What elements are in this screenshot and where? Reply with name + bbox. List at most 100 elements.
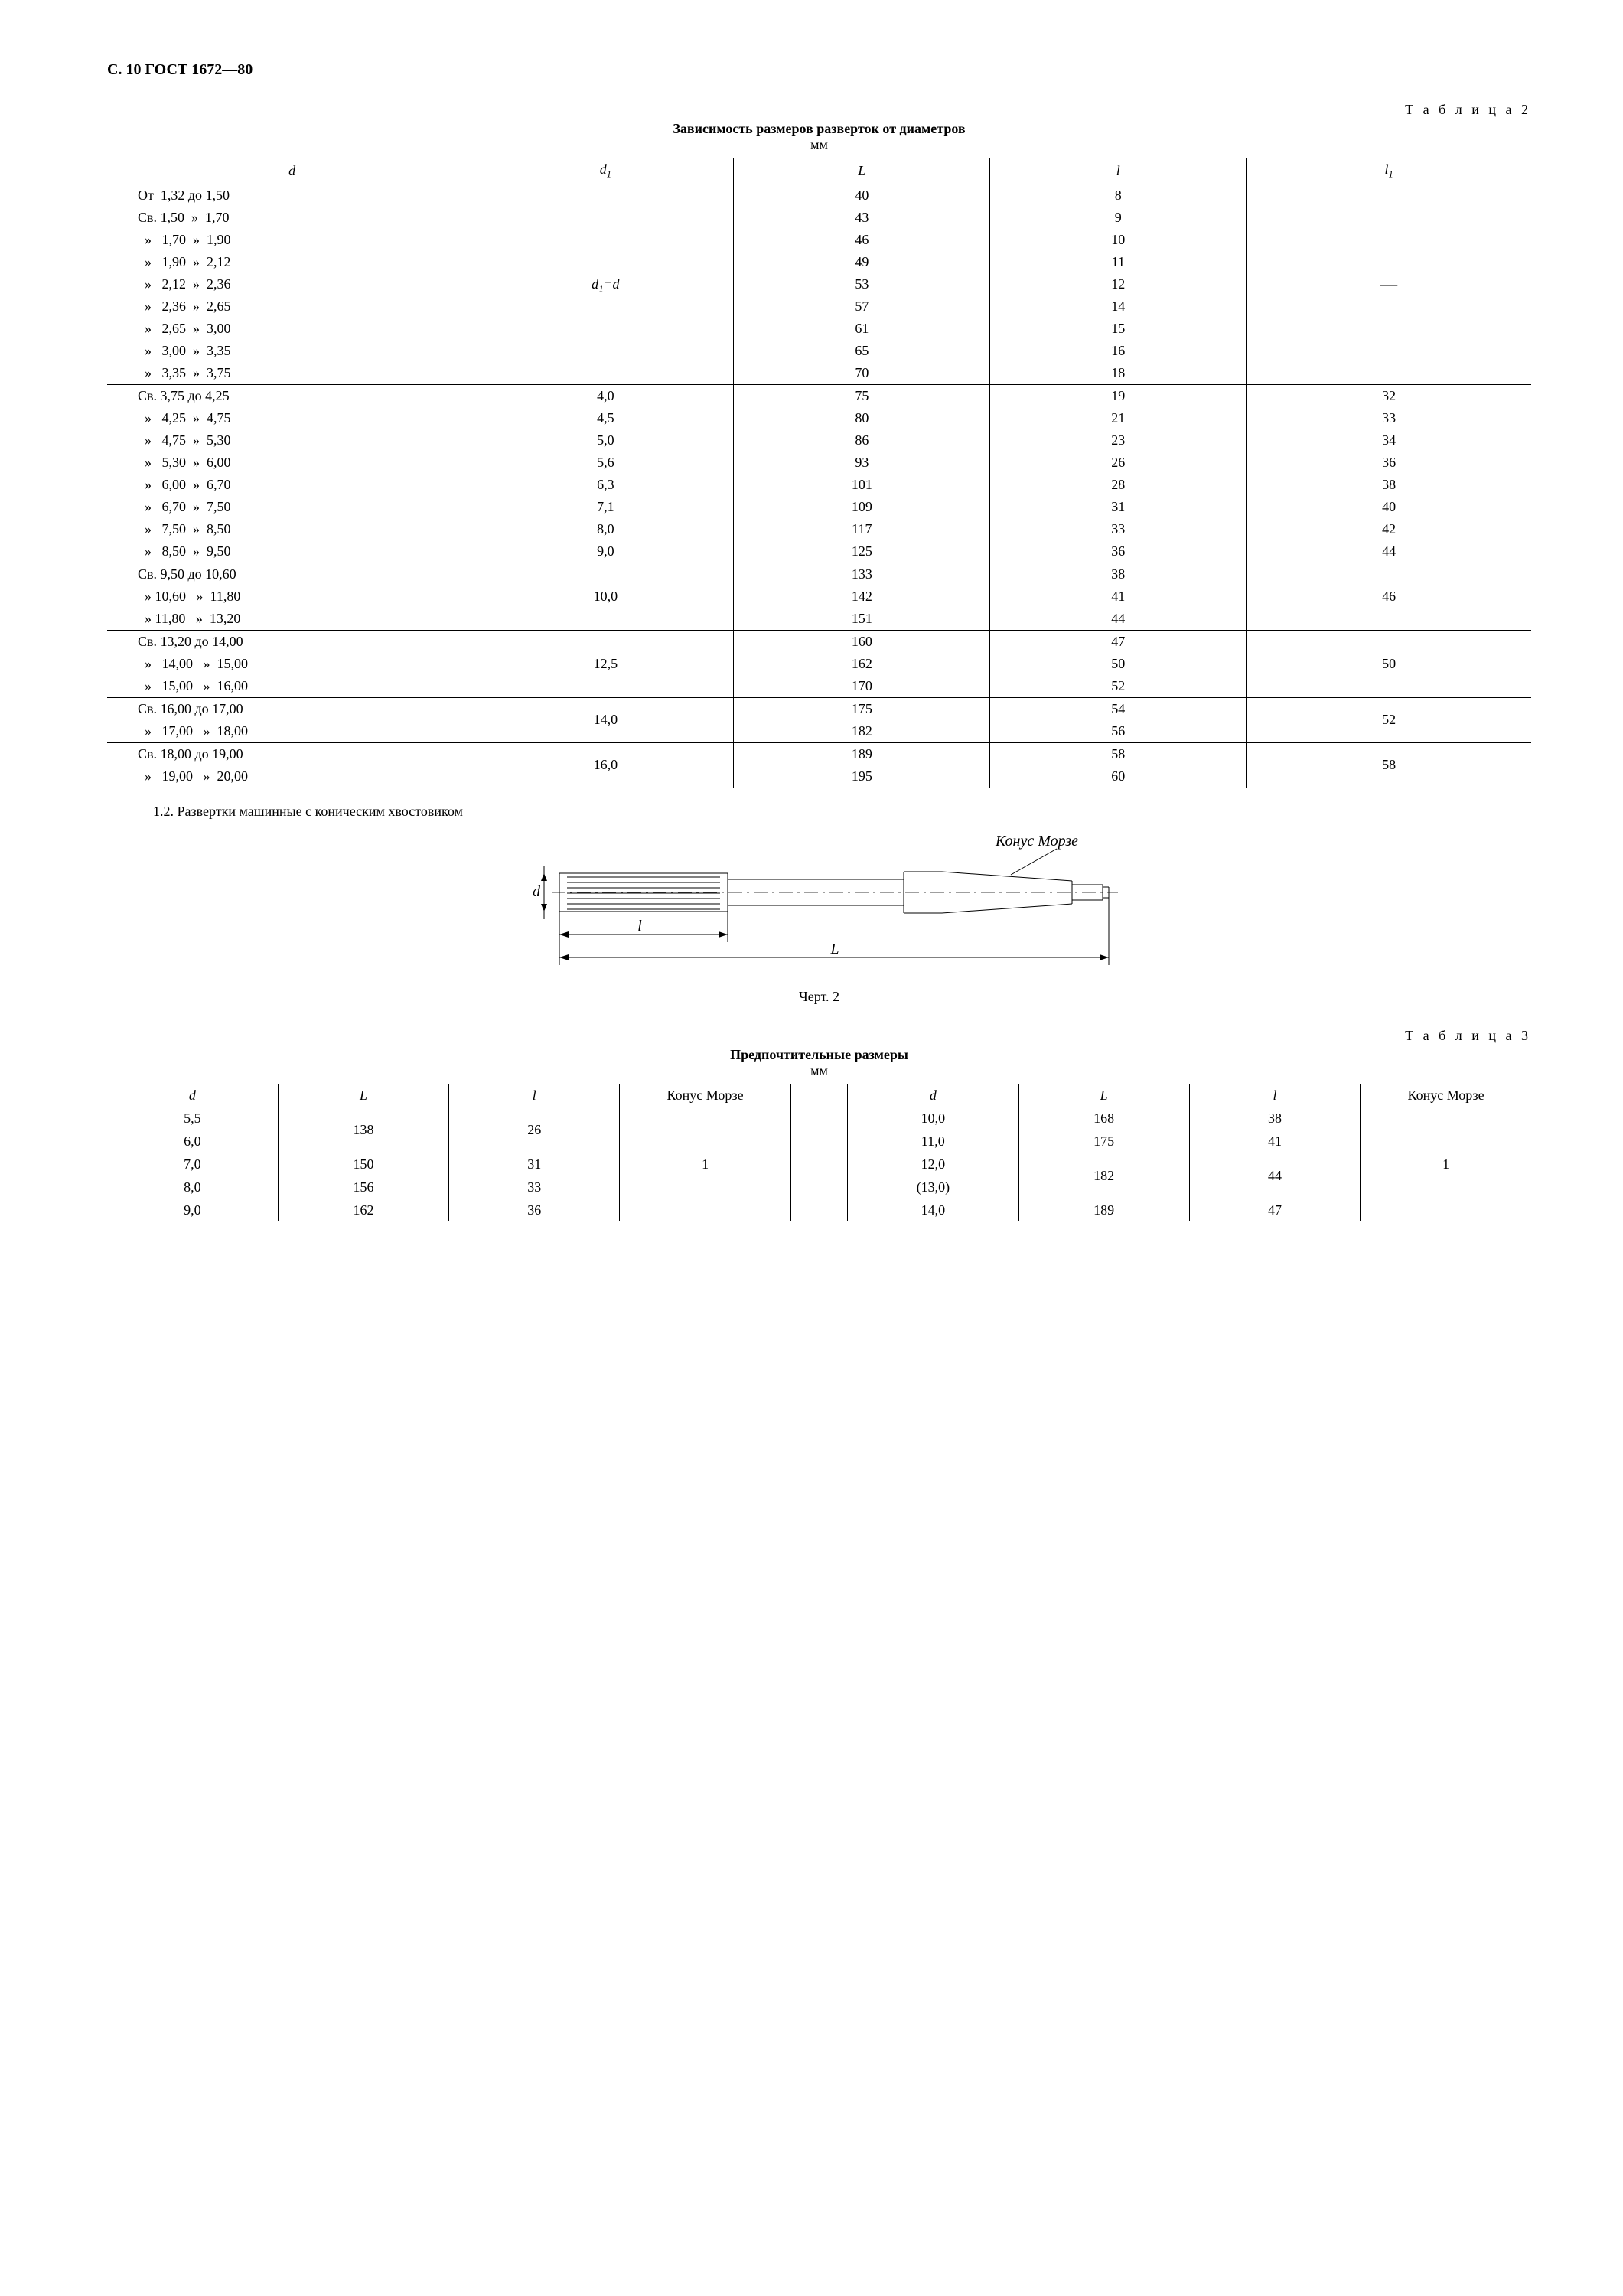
table-cell: 142 <box>734 585 990 608</box>
table-cell: » 6,70 » 7,50 <box>107 496 477 518</box>
table-cell: » 1,90 » 2,12 <box>107 251 477 273</box>
table-cell: » 2,36 » 2,65 <box>107 295 477 318</box>
table-cell: » 17,00 » 18,00 <box>107 720 477 743</box>
table-cell: 16 <box>990 340 1247 362</box>
table-cell: 75 <box>734 384 990 407</box>
table-cell: 10 <box>990 229 1247 251</box>
table-cell: 101 <box>734 474 990 496</box>
table-cell: 189 <box>734 742 990 765</box>
t3-th-L2: L <box>1018 1084 1189 1107</box>
table-cell: 33 <box>449 1176 620 1199</box>
table-cell: 8,0 <box>477 518 734 540</box>
table-cell: 80 <box>734 407 990 429</box>
table-cell: 41 <box>990 585 1247 608</box>
table-cell: » 2,65 » 3,00 <box>107 318 477 340</box>
table-cell: 70 <box>734 362 990 385</box>
t3-th-L: L <box>278 1084 448 1107</box>
table-cell: 162 <box>278 1199 448 1221</box>
table2: d d1 L l l1 От 1,32 до 1,50d₁=d408—Св. 1… <box>107 158 1531 788</box>
table-cell: 44 <box>1189 1153 1360 1199</box>
table-cell: » 19,00 » 20,00 <box>107 765 477 788</box>
table-cell: 15 <box>990 318 1247 340</box>
table-cell: » 8,50 » 9,50 <box>107 540 477 563</box>
table-cell: 50 <box>1247 630 1531 697</box>
table-cell: 117 <box>734 518 990 540</box>
table-cell: 9,0 <box>477 540 734 563</box>
table-cell: 49 <box>734 251 990 273</box>
table-cell: 182 <box>734 720 990 743</box>
table2-unit: мм <box>107 137 1531 153</box>
t3-th-konus2: Конус Морзе <box>1361 1084 1531 1107</box>
fig-label-L: L <box>829 941 839 957</box>
table-cell: 14,0 <box>477 697 734 742</box>
table-cell: 26 <box>990 452 1247 474</box>
section-1-2: 1.2. Развертки машинные с коническим хво… <box>153 804 1531 820</box>
table-cell: 151 <box>734 608 990 631</box>
reamer-diagram: d Конус Морзе l L <box>475 835 1164 980</box>
table-cell: 38 <box>1189 1107 1360 1130</box>
table-cell: 21 <box>990 407 1247 429</box>
table-cell: 36 <box>449 1199 620 1221</box>
table2-title: Зависимость размеров разверток от диамет… <box>107 121 1531 137</box>
table-cell: 12 <box>990 273 1247 295</box>
table-cell: 50 <box>990 653 1247 675</box>
table-cell: 40 <box>734 184 990 207</box>
table-cell: От 1,32 до 1,50 <box>107 184 477 207</box>
t3-th-l: l <box>449 1084 620 1107</box>
table3-unit: мм <box>107 1063 1531 1079</box>
table-cell: Св. 1,50 » 1,70 <box>107 207 477 229</box>
table-cell: 42 <box>1247 518 1531 540</box>
table-cell: » 3,00 » 3,35 <box>107 340 477 362</box>
fig-label-konus: Конус Морзе <box>995 835 1078 850</box>
table-cell: 52 <box>990 675 1247 698</box>
table-cell: Св. 9,50 до 10,60 <box>107 563 477 585</box>
table-cell: 170 <box>734 675 990 698</box>
figure-2: d Конус Морзе l L <box>107 835 1531 984</box>
table-cell: 58 <box>1247 742 1531 788</box>
table-cell: 52 <box>1247 697 1531 742</box>
page-header: С. 10 ГОСТ 1672—80 <box>107 61 1531 79</box>
table-cell: 33 <box>990 518 1247 540</box>
table3-title: Предпочтительные размеры <box>107 1047 1531 1063</box>
table-cell: 86 <box>734 429 990 452</box>
table-cell: 44 <box>1247 540 1531 563</box>
fig-label-l: l <box>637 918 642 934</box>
table-cell: » 10,60 » 11,80 <box>107 585 477 608</box>
table-cell: » 6,00 » 6,70 <box>107 474 477 496</box>
table-cell: 46 <box>734 229 990 251</box>
table-cell: 60 <box>990 765 1247 788</box>
table-cell: » 4,75 » 5,30 <box>107 429 477 452</box>
table-cell: 38 <box>990 563 1247 585</box>
table-cell: 6,3 <box>477 474 734 496</box>
table-cell: 195 <box>734 765 990 788</box>
table-cell: 138 <box>278 1107 448 1153</box>
table-cell: 19 <box>990 384 1247 407</box>
table-cell: 8 <box>990 184 1247 207</box>
table-cell: 182 <box>1018 1153 1189 1199</box>
table-cell: 11,0 <box>848 1130 1018 1153</box>
table-cell: 125 <box>734 540 990 563</box>
table-cell: 5,5 <box>107 1107 278 1130</box>
t3-th-l2: l <box>1189 1084 1360 1107</box>
table-cell: » 7,50 » 8,50 <box>107 518 477 540</box>
table-cell: 1 <box>1361 1107 1531 1221</box>
table-cell: 7,0 <box>107 1153 278 1176</box>
table-cell: » 5,30 » 6,00 <box>107 452 477 474</box>
table-cell: 41 <box>1189 1130 1360 1153</box>
table-cell: 14 <box>990 295 1247 318</box>
table-cell: 93 <box>734 452 990 474</box>
table-cell: 4,5 <box>477 407 734 429</box>
table-cell: 65 <box>734 340 990 362</box>
table-cell: 31 <box>449 1153 620 1176</box>
table-cell: Св. 13,20 до 14,00 <box>107 630 477 653</box>
table-cell: 9 <box>990 207 1247 229</box>
table-cell: 4,0 <box>477 384 734 407</box>
table-cell: » 3,35 » 3,75 <box>107 362 477 385</box>
table-cell: » 11,80 » 13,20 <box>107 608 477 631</box>
table-cell: 11 <box>990 251 1247 273</box>
table-cell: 162 <box>734 653 990 675</box>
th-l1: l1 <box>1247 158 1531 184</box>
table-cell: 168 <box>1018 1107 1189 1130</box>
table-cell: 175 <box>734 697 990 720</box>
table-cell: » 1,70 » 1,90 <box>107 229 477 251</box>
